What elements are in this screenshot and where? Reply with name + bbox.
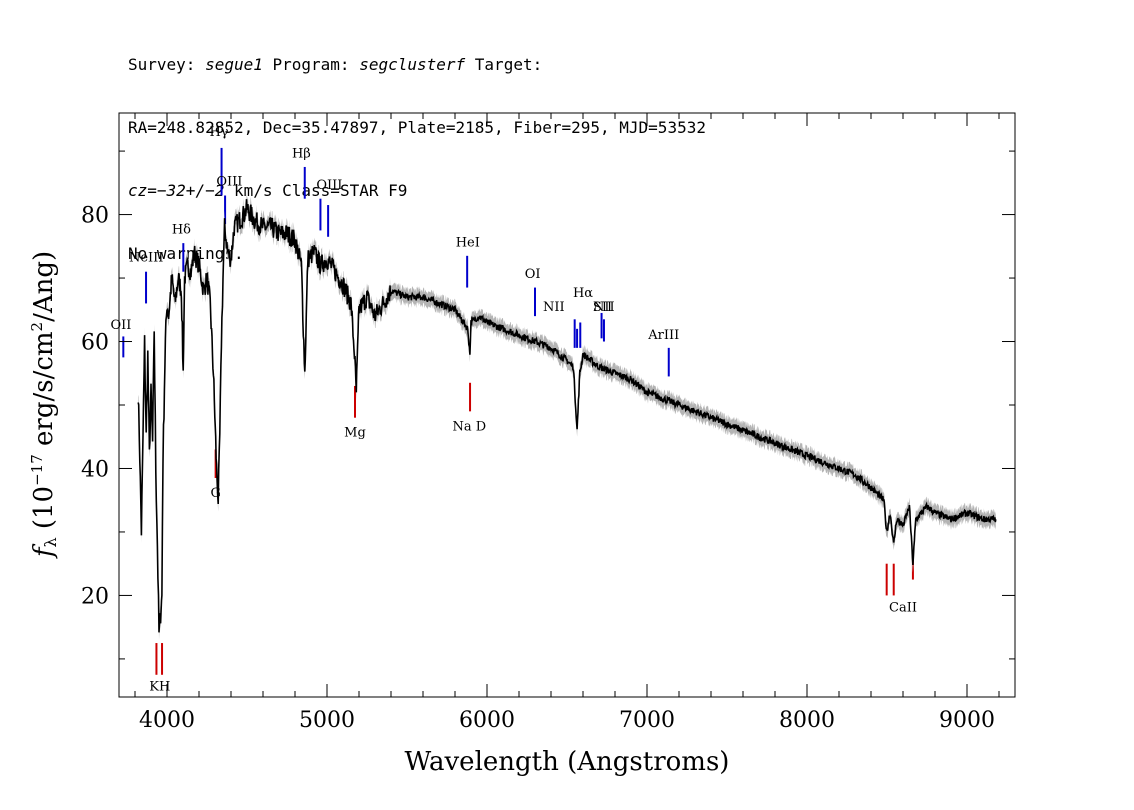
emission-line-label: HeI bbox=[456, 235, 480, 250]
y-tick-label: 60 bbox=[81, 331, 109, 356]
spectrum-series bbox=[137, 191, 997, 640]
x-tick-label: 6000 bbox=[459, 708, 515, 733]
x-axis-label: Wavelength (Angstroms) bbox=[405, 747, 730, 777]
emission-line-label: OIII bbox=[316, 178, 342, 193]
absorption-line-label: Na D bbox=[453, 419, 487, 434]
emission-line-label: NII bbox=[543, 300, 565, 315]
header-line-2: RA=248.82852, Dec=35.47897, Plate=2185, … bbox=[128, 118, 706, 137]
x-tick-label: 4000 bbox=[139, 708, 195, 733]
y-tick-label: 80 bbox=[81, 204, 109, 229]
y-tick-label: 40 bbox=[81, 457, 109, 482]
emission-line-label: OII bbox=[110, 318, 131, 333]
emission-line-label: NII bbox=[593, 300, 615, 315]
header-line-3: cz=−32+/−2 km/s Class=STAR F9 bbox=[128, 181, 408, 200]
y-tick-label: 20 bbox=[81, 584, 109, 609]
header-line-4: No warnings. bbox=[128, 244, 244, 263]
x-tick-label: 7000 bbox=[619, 708, 675, 733]
x-tick-label: 5000 bbox=[299, 708, 355, 733]
emission-line-label: OIII bbox=[216, 174, 242, 189]
spectrum-header: Survey: segue1 Program: segclusterf Targ… bbox=[128, 12, 706, 285]
x-tick-label: 8000 bbox=[779, 708, 835, 733]
absorption-line-label: CaII bbox=[889, 600, 917, 615]
absorption-line-label: Mg bbox=[344, 426, 366, 441]
emission-line-label: OI bbox=[525, 267, 541, 282]
y-axis-label-group: fλ (10−17 erg/s/cm2/Ang) bbox=[28, 251, 60, 559]
emission-line-label: Hδ bbox=[172, 223, 191, 238]
x-tick-label: 9000 bbox=[939, 708, 995, 733]
plot-frame bbox=[118, 112, 1016, 698]
emission-line-label: Hα bbox=[573, 286, 593, 301]
absorption-line-label: KH bbox=[149, 680, 170, 695]
axis-ticks: 4000 5000 6000 7000 8000 9000 20 40 60 80 bbox=[81, 113, 1015, 733]
emission-line-label: NeIII bbox=[129, 251, 163, 266]
emission-line-label: Hβ bbox=[292, 146, 311, 161]
spectrum-line bbox=[137, 199, 997, 633]
header-line-1: Survey: segue1 Program: segclusterf Targ… bbox=[128, 55, 543, 74]
emission-line-label: SII bbox=[593, 300, 612, 315]
y-axis-label: fλ (10−17 erg/s/cm2/Ang) bbox=[28, 251, 60, 559]
spectral-line-markers: OIINeIIIHδHγOIIIHβOIIIHeIOINIIHαNIISIIAr… bbox=[110, 125, 917, 695]
emission-line-label: ArIII bbox=[647, 328, 679, 343]
absorption-line-label: G bbox=[210, 486, 220, 501]
emission-line-label: Hγ bbox=[209, 125, 228, 140]
spectrum-error-band bbox=[138, 191, 996, 640]
